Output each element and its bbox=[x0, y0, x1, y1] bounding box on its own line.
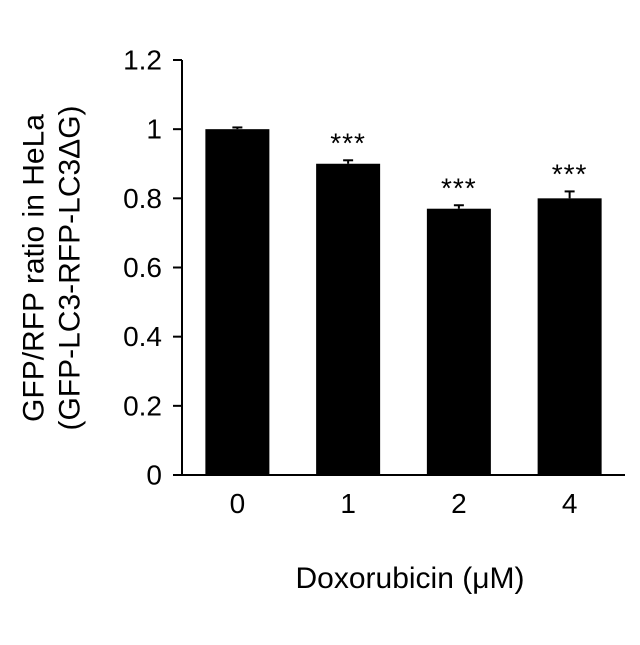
significance-label: *** bbox=[552, 158, 588, 189]
x-tick-label: 1 bbox=[340, 488, 356, 519]
bar bbox=[427, 209, 491, 475]
y-axis-title-line-1: GFP/RFP ratio in HeLa bbox=[18, 114, 51, 422]
significance-label: *** bbox=[330, 127, 366, 158]
y-tick-label: 0.4 bbox=[123, 321, 162, 352]
x-tick-label: 0 bbox=[230, 488, 246, 519]
bar bbox=[316, 164, 380, 475]
y-tick-label: 1.2 bbox=[123, 45, 162, 76]
y-axis-title-line-2: (GFP-LC3-RFP-LC3ΔG) bbox=[54, 105, 87, 430]
x-axis-title: Doxorubicin (μM) bbox=[296, 562, 525, 595]
y-tick-label: 1 bbox=[146, 114, 162, 145]
plot-area: 0 0.2 0.4 0.6 0.8 1 1.2 0 1 *** 2 *** 4 *** bbox=[123, 45, 625, 520]
significance-label: *** bbox=[441, 172, 477, 203]
bar bbox=[205, 129, 269, 475]
y-tick-label: 0.6 bbox=[123, 252, 162, 283]
y-tick-label: 0.2 bbox=[123, 390, 162, 421]
y-axis-title: GFP/RFP ratio in HeLa (GFP-LC3-RFP-LC3ΔG… bbox=[18, 105, 87, 430]
x-tick-label: 2 bbox=[451, 488, 467, 519]
y-tick-label: 0 bbox=[146, 460, 162, 491]
bar bbox=[538, 198, 602, 475]
x-tick-label: 4 bbox=[562, 488, 578, 519]
y-tick-label: 0.8 bbox=[123, 183, 162, 214]
